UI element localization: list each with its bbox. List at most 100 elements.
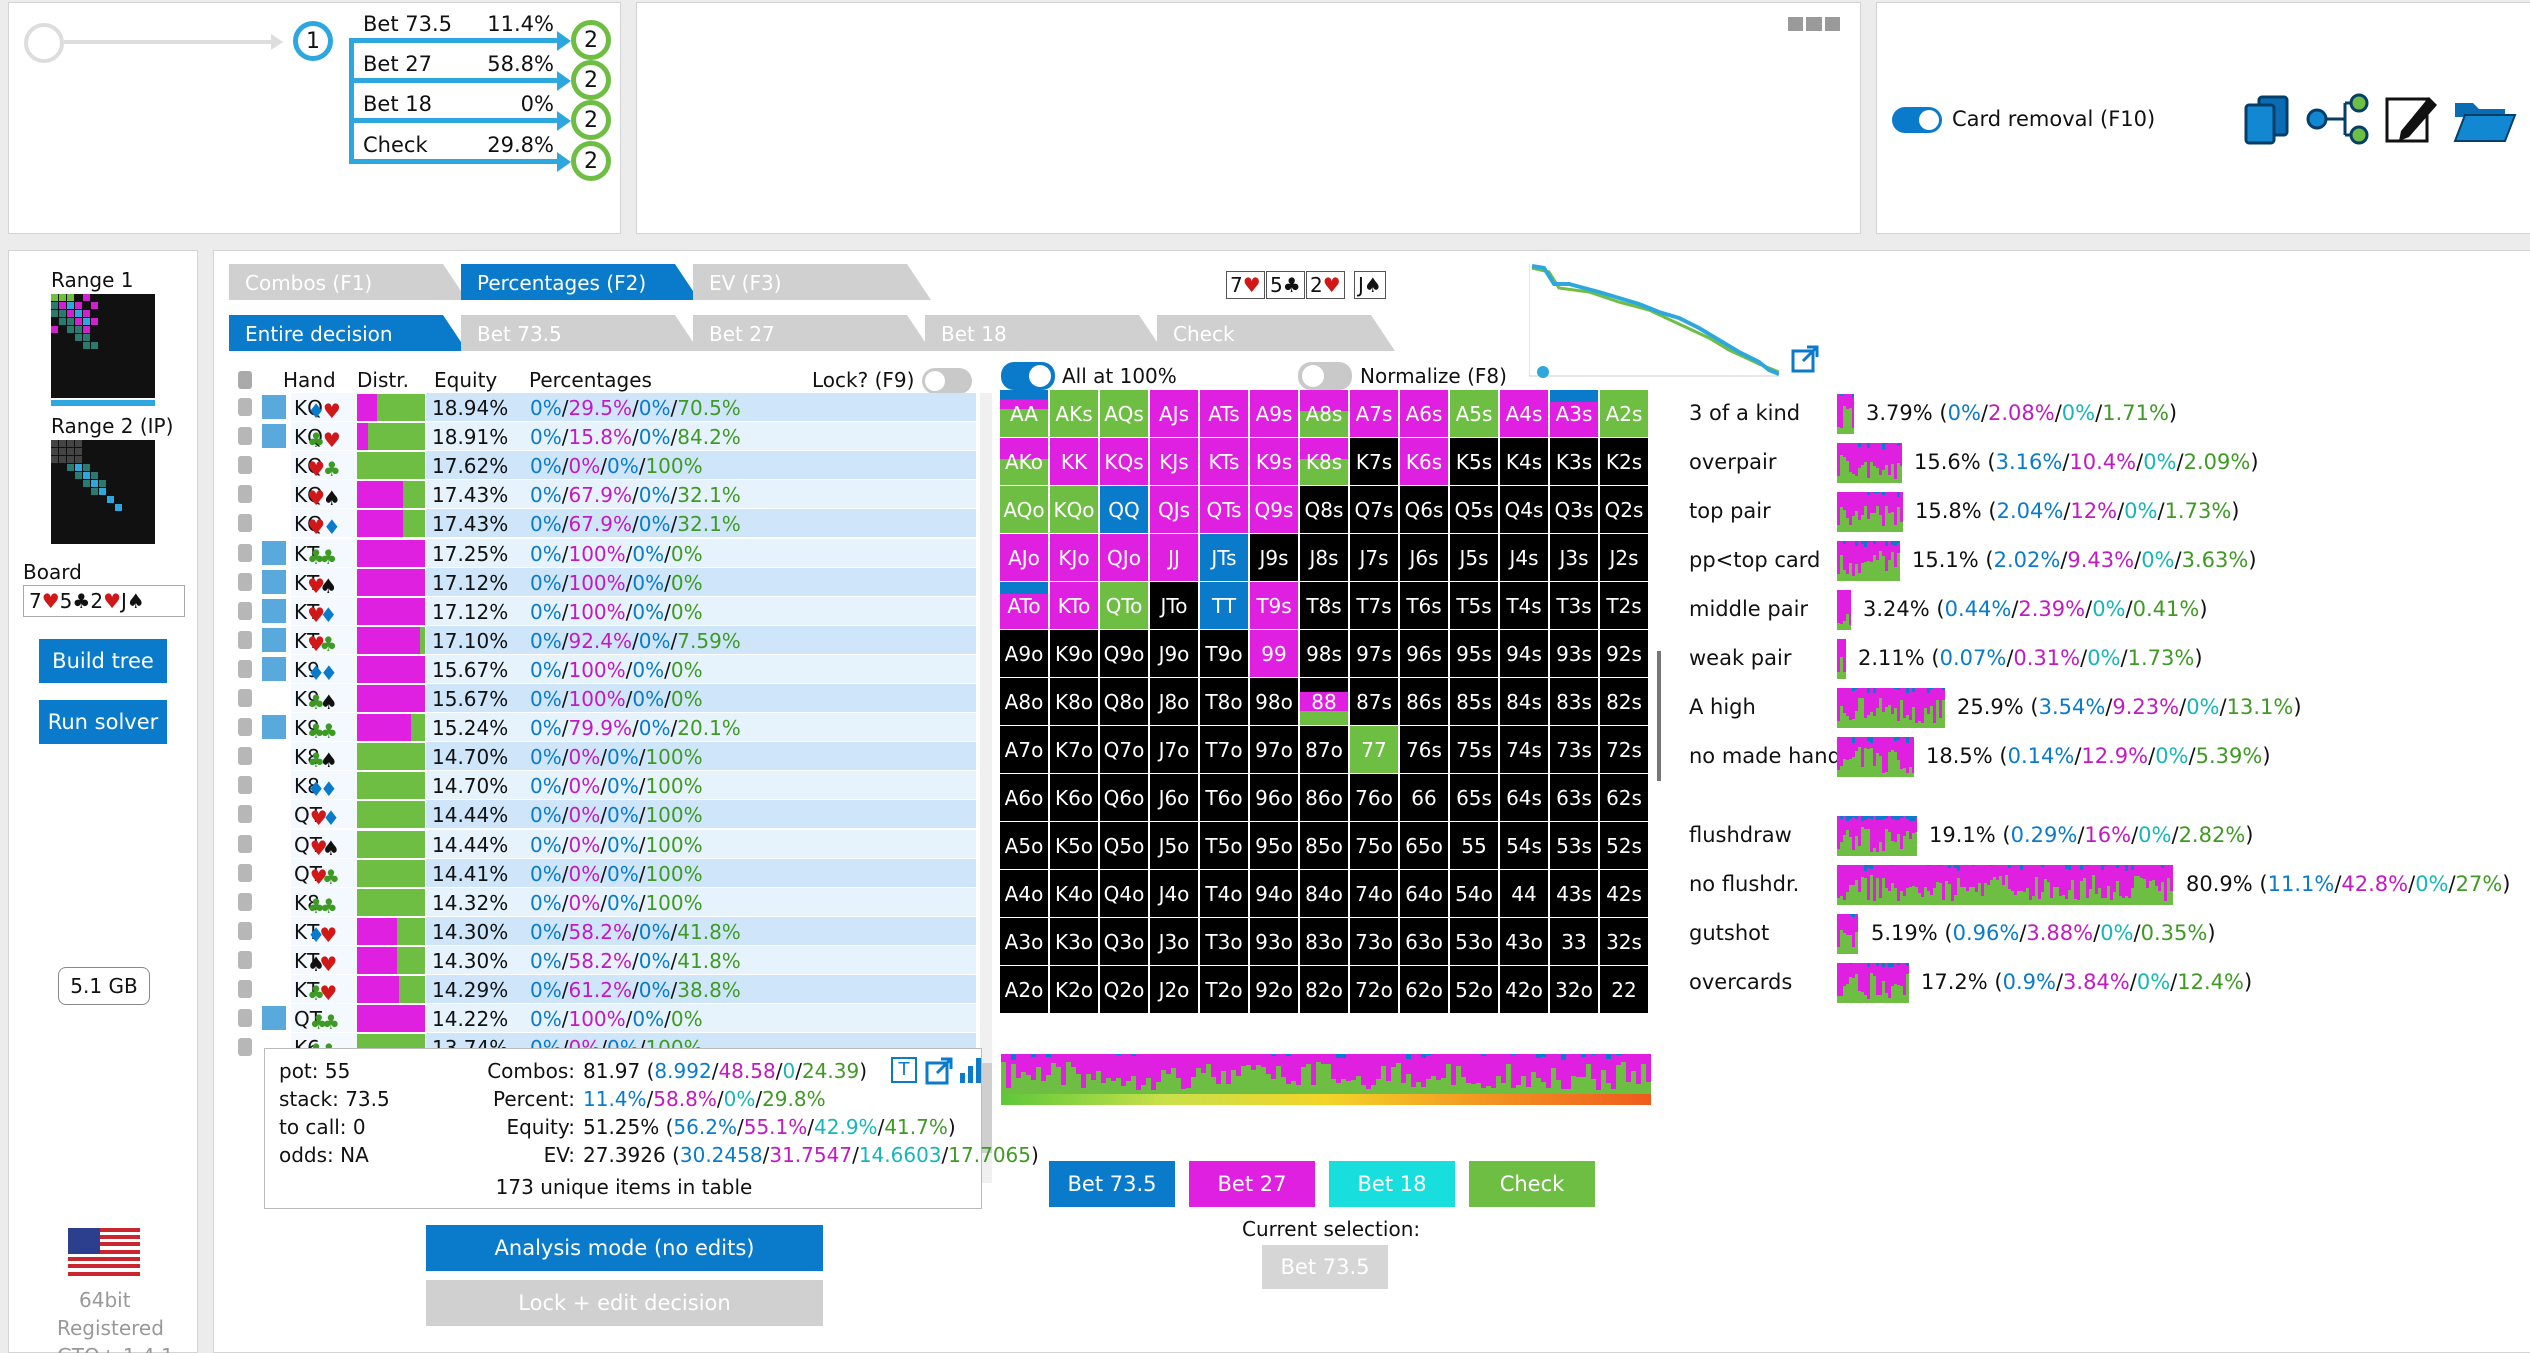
table-row[interactable]: K ♥ T ♣ 17.10% 0%/92.4%/0%/7.59% bbox=[236, 625, 976, 656]
lock-icon[interactable] bbox=[238, 659, 252, 678]
grid-cell[interactable]: A9o bbox=[1000, 630, 1048, 677]
grid-cell[interactable]: A5s bbox=[1450, 390, 1498, 437]
table-row[interactable]: K ♥ Q ♠ 17.43% 0%/67.9%/0%/32.1% bbox=[236, 480, 976, 510]
table-row[interactable]: K ♦ 9 ♦ 15.67% 0%/100%/0%/0% bbox=[236, 654, 976, 685]
grid-cell[interactable]: 75o bbox=[1350, 822, 1398, 869]
grid-cell[interactable]: Q8s bbox=[1300, 486, 1348, 533]
grid-cell[interactable]: 85s bbox=[1450, 678, 1498, 725]
stat-row[interactable]: 3 of a kind 3.79% (0%/2.08%/0%/1.71%) bbox=[1689, 394, 2529, 434]
tree-node-child[interactable]: 2 bbox=[571, 100, 611, 140]
tab-percentages[interactable]: Percentages (F2) bbox=[461, 264, 699, 300]
card-removal-toggle[interactable] bbox=[1892, 107, 1942, 133]
grid-cell[interactable]: J8s bbox=[1300, 534, 1348, 581]
grid-cell[interactable]: J5o bbox=[1150, 822, 1198, 869]
grid-cell[interactable]: A9s bbox=[1250, 390, 1298, 437]
lock-icon[interactable] bbox=[238, 1038, 252, 1057]
table-row[interactable]: K ♥ T ♠ 17.12% 0%/100%/0%/0% bbox=[236, 567, 976, 598]
stat-row[interactable]: overpair 15.6% (3.16%/10.4%/0%/2.09%) bbox=[1689, 443, 2529, 483]
grid-cell[interactable]: 43s bbox=[1550, 870, 1598, 917]
tab-combos[interactable]: Combos (F1) bbox=[229, 264, 467, 300]
stat-row[interactable]: middle pair 3.24% (0.44%/2.39%/0%/0.41%) bbox=[1689, 590, 2529, 630]
tree-node-child[interactable]: 2 bbox=[571, 60, 611, 100]
grid-cell[interactable]: JTs bbox=[1200, 534, 1248, 581]
grid-cell[interactable]: 22 bbox=[1600, 966, 1648, 1013]
grid-cell[interactable]: 98s bbox=[1300, 630, 1348, 677]
grid-cell[interactable]: 74s bbox=[1500, 726, 1548, 773]
grid-cell[interactable]: J2s bbox=[1600, 534, 1648, 581]
analysis-mode-button[interactable]: Analysis mode (no edits) bbox=[426, 1225, 823, 1271]
grid-cell[interactable]: 85o bbox=[1300, 822, 1348, 869]
grid-cell[interactable]: 63s bbox=[1550, 774, 1598, 821]
build-tree-button[interactable]: Build tree bbox=[39, 639, 167, 683]
grid-cell[interactable]: 66 bbox=[1400, 774, 1448, 821]
grid-cell[interactable]: J7o bbox=[1150, 726, 1198, 773]
lock-icon[interactable] bbox=[238, 398, 252, 416]
grid-cell[interactable]: KTo bbox=[1050, 582, 1098, 629]
grid-cell[interactable]: 77 bbox=[1350, 726, 1398, 773]
grid-cell[interactable]: Q7s bbox=[1350, 486, 1398, 533]
grid-cell[interactable]: 62o bbox=[1400, 966, 1448, 1013]
board-input[interactable]: 7♥5♣2♥J♠ bbox=[23, 585, 185, 617]
grid-cell[interactable]: 53o bbox=[1450, 918, 1498, 965]
lock-icon[interactable] bbox=[238, 543, 252, 562]
grid-cell[interactable]: A7o bbox=[1000, 726, 1048, 773]
tab-bet-27[interactable]: Bet 27 bbox=[693, 315, 931, 351]
stat-row[interactable]: flushdraw 19.1% (0.29%/16%/0%/2.82%) bbox=[1689, 816, 2529, 856]
grid-cell[interactable]: Q9o bbox=[1100, 630, 1148, 677]
table-row[interactable]: Q ♣ T ♣ 14.22% 0%/100%/0%/0% bbox=[236, 1004, 976, 1034]
tree-branch-label[interactable]: Bet 73.5 bbox=[363, 12, 452, 36]
tab-entire-decision[interactable]: Entire decision bbox=[229, 315, 467, 351]
table-row[interactable]: Q ♥ T ♣ 14.41% 0%/0%/0%/100% bbox=[236, 858, 976, 889]
grid-cell[interactable]: 84o bbox=[1300, 870, 1348, 917]
lock-icon[interactable] bbox=[238, 805, 252, 824]
grid-cell[interactable]: T5o bbox=[1200, 822, 1248, 869]
grid-cell[interactable]: A2s bbox=[1600, 390, 1648, 437]
text-view-icon[interactable]: T bbox=[891, 1057, 917, 1083]
grid-cell[interactable]: KJo bbox=[1050, 534, 1098, 581]
us-flag-icon[interactable] bbox=[68, 1228, 140, 1276]
grid-cell[interactable]: Q2s bbox=[1600, 486, 1648, 533]
lock-icon[interactable] bbox=[238, 980, 252, 998]
grid-cell[interactable]: 86s bbox=[1400, 678, 1448, 725]
grid-cell[interactable]: 95o bbox=[1250, 822, 1298, 869]
grid-cell[interactable]: K5s bbox=[1450, 438, 1498, 485]
grid-cell[interactable]: 73s bbox=[1550, 726, 1598, 773]
grid-cell[interactable]: K4o bbox=[1050, 870, 1098, 917]
grid-cell[interactable]: JTo bbox=[1150, 582, 1198, 629]
grid-cell[interactable]: K8o bbox=[1050, 678, 1098, 725]
tree-structure-icon[interactable] bbox=[2305, 93, 2371, 145]
lock-icon[interactable] bbox=[238, 776, 252, 795]
normalize-toggle[interactable] bbox=[1298, 362, 1352, 390]
grid-cell[interactable]: KJs bbox=[1150, 438, 1198, 485]
grid-cell[interactable]: A6o bbox=[1000, 774, 1048, 821]
grid-cell[interactable]: KQs bbox=[1100, 438, 1148, 485]
table-row[interactable]: K ♥ T ♦ 17.12% 0%/100%/0%/0% bbox=[236, 596, 976, 627]
grid-cell[interactable]: QJs bbox=[1150, 486, 1198, 533]
grid-cell[interactable]: 93s bbox=[1550, 630, 1598, 677]
grid-cell[interactable]: J6o bbox=[1150, 774, 1198, 821]
grid-cell[interactable]: 87s bbox=[1350, 678, 1398, 725]
tree-node-child[interactable]: 2 bbox=[571, 141, 611, 181]
grid-cell[interactable]: K7s bbox=[1350, 438, 1398, 485]
grid-cell[interactable]: KK bbox=[1050, 438, 1098, 485]
grid-cell[interactable]: TT bbox=[1200, 582, 1248, 629]
grid-cell[interactable]: 97o bbox=[1250, 726, 1298, 773]
bar-chart-icon[interactable] bbox=[959, 1057, 983, 1083]
grid-cell[interactable]: Q3s bbox=[1550, 486, 1598, 533]
grid-cell[interactable]: 88 bbox=[1300, 678, 1348, 725]
grid-cell[interactable]: 98o bbox=[1250, 678, 1298, 725]
all-at-100-toggle[interactable] bbox=[1001, 362, 1055, 390]
tree-node-root[interactable]: 1 bbox=[293, 21, 333, 61]
grid-cell[interactable]: 65o bbox=[1400, 822, 1448, 869]
grid-cell[interactable]: 64s bbox=[1500, 774, 1548, 821]
grid-cell[interactable]: K2o bbox=[1050, 966, 1098, 1013]
tab-ev[interactable]: EV (F3) bbox=[693, 264, 931, 300]
table-row[interactable]: K ♦ 8 ♦ 14.70% 0%/0%/0%/100% bbox=[236, 771, 976, 801]
grid-cell[interactable]: T6o bbox=[1200, 774, 1248, 821]
grid-cell[interactable]: ATs bbox=[1200, 390, 1248, 437]
grid-cell[interactable]: K9o bbox=[1050, 630, 1098, 677]
grid-cell[interactable]: 83s bbox=[1550, 678, 1598, 725]
lock-icon[interactable] bbox=[238, 572, 252, 591]
table-row[interactable]: K ♦ T ♥ 14.30% 0%/58.2%/0%/41.8% bbox=[236, 916, 976, 947]
grid-cell[interactable]: 32o bbox=[1550, 966, 1598, 1013]
